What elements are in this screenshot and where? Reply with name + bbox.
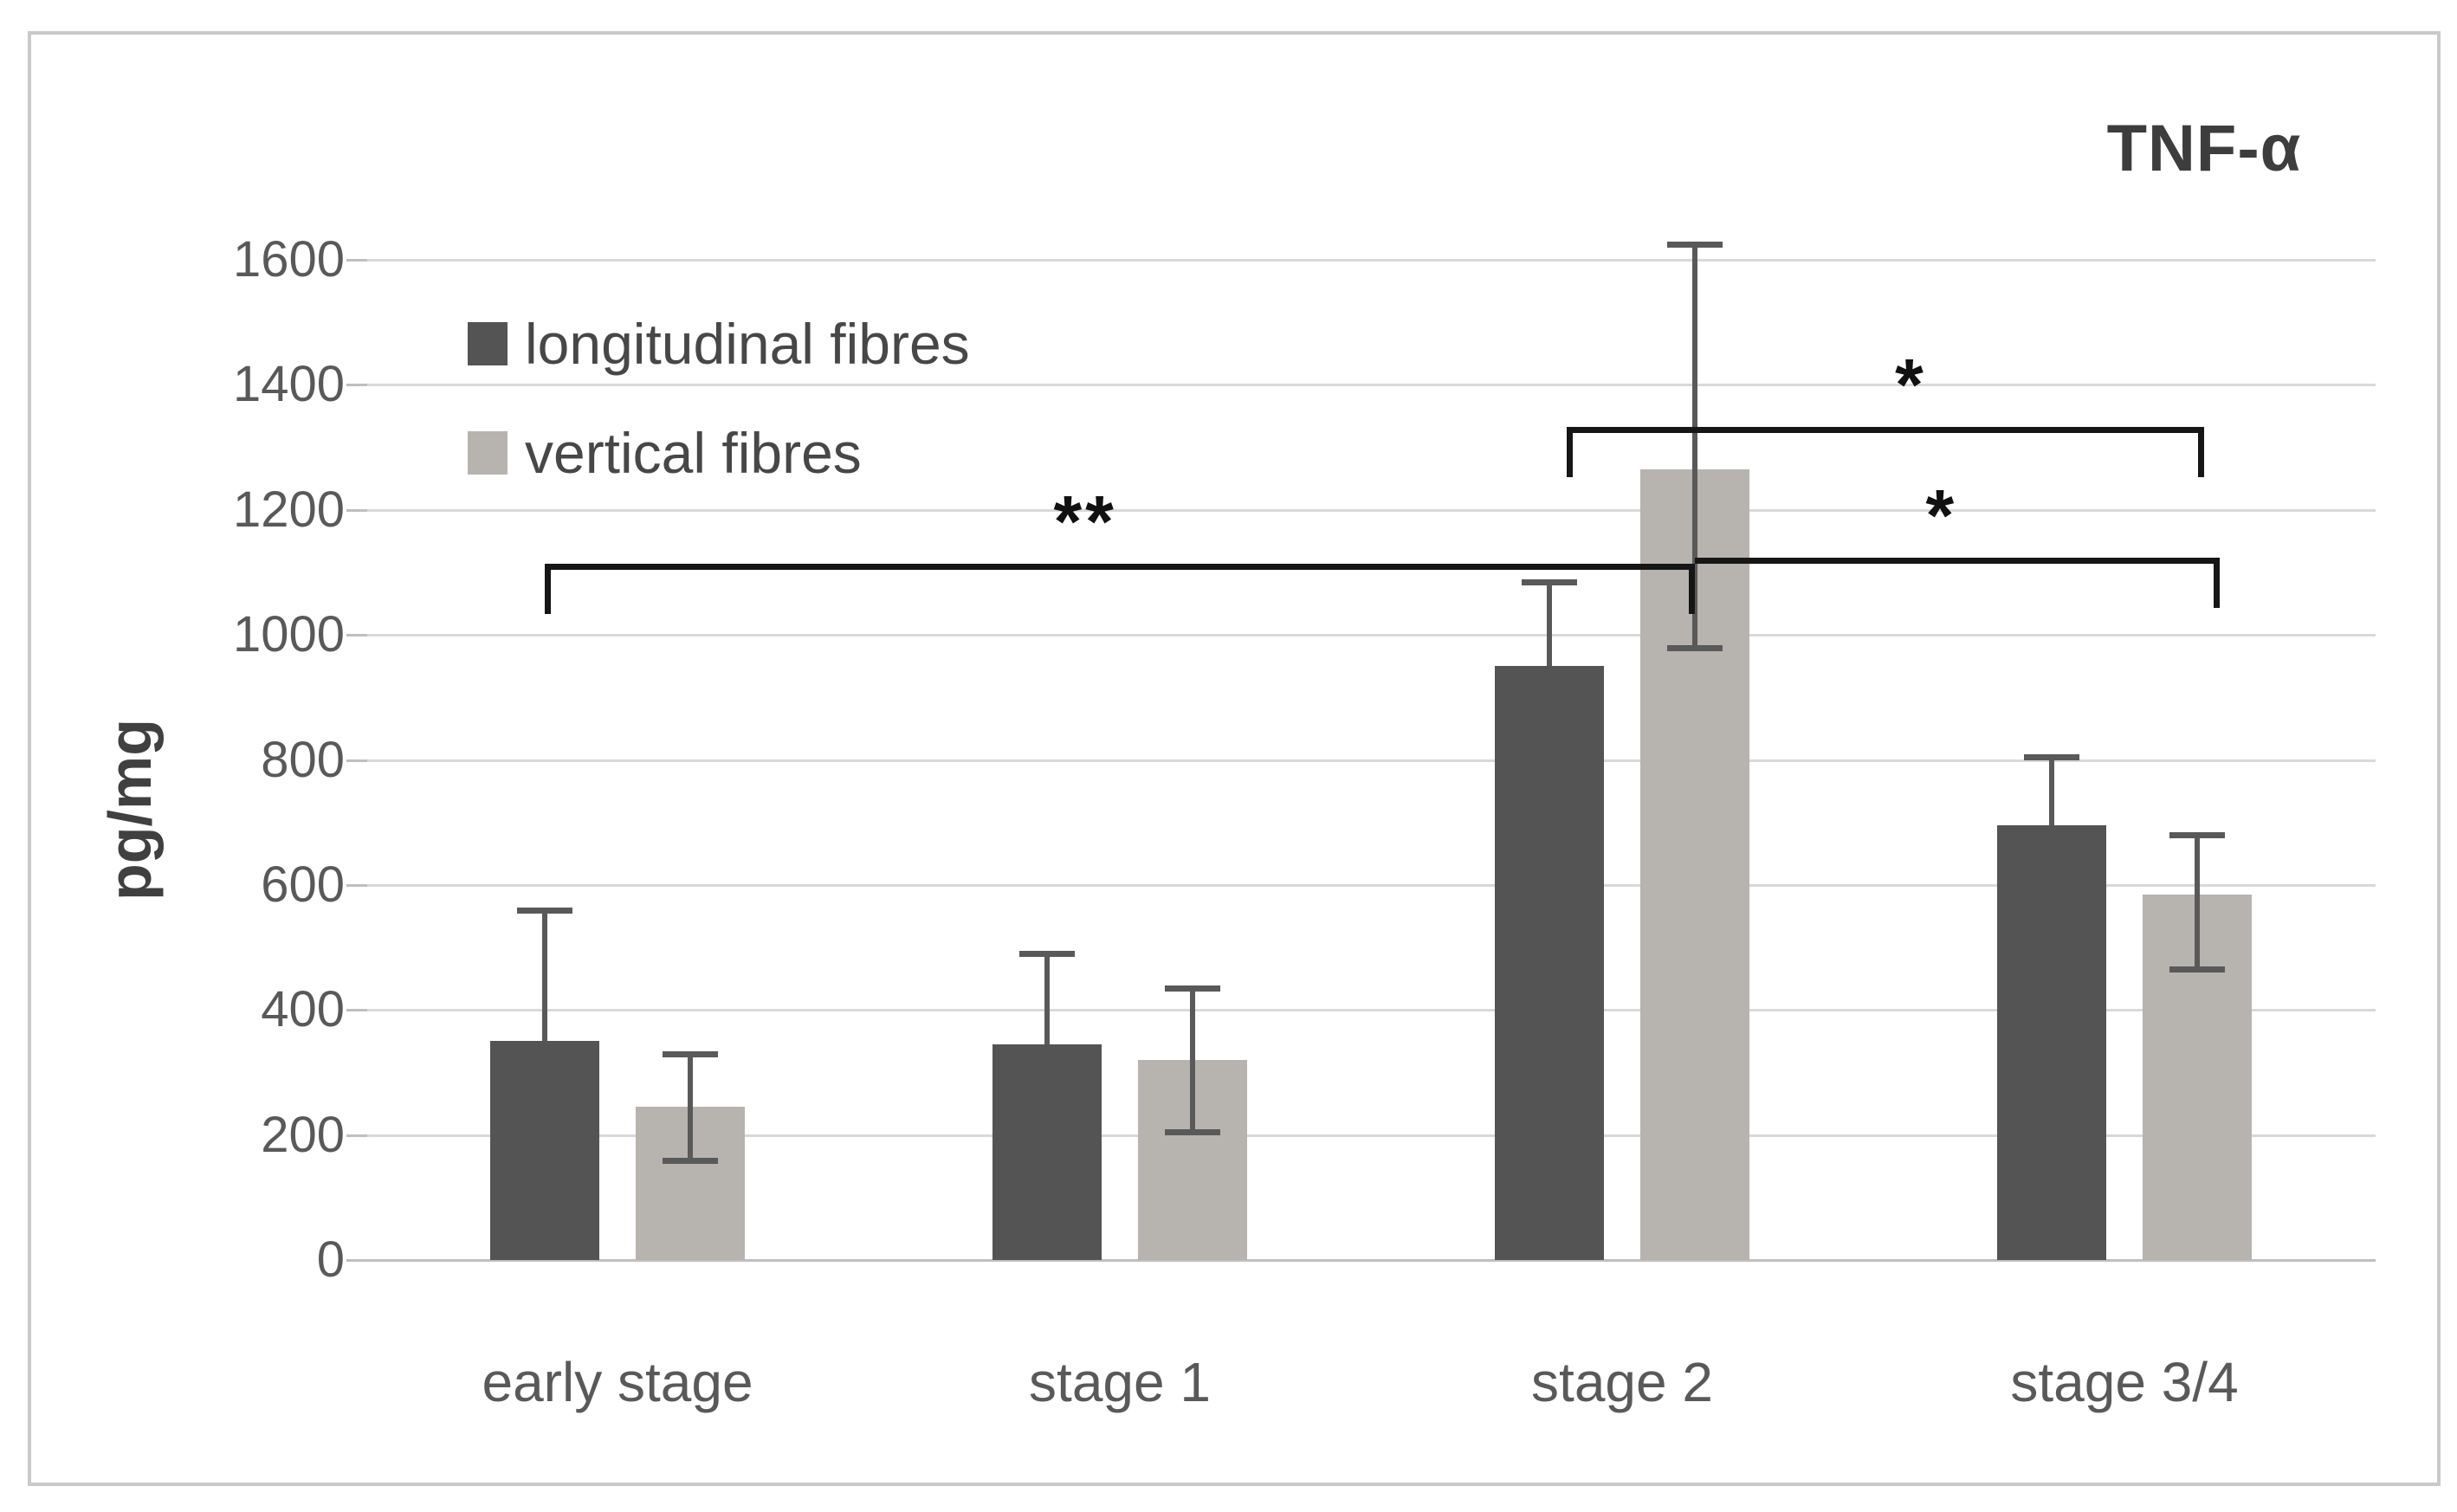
significance-label-2: * (1895, 344, 1927, 426)
legend-label: longitudinal fibres (525, 312, 970, 376)
y-tick-mark (346, 508, 367, 512)
legend-item-longitudinal-fibres: longitudinal fibres (468, 313, 970, 374)
bar-longitudinal-stage-3-4 (1997, 825, 2106, 1260)
y-tick-mark (346, 759, 367, 762)
significance-tick (2214, 557, 2220, 608)
error-bar-cap-top (1165, 985, 1220, 992)
y-tick-mark (346, 1259, 367, 1262)
error-bar-cap-bottom (2169, 966, 2225, 973)
legend-swatch-vertical (468, 431, 508, 475)
gridline (366, 634, 2376, 637)
y-tick-mark (346, 259, 367, 262)
bar-longitudinal-stage-2 (1495, 666, 1604, 1260)
error-bar-cap-top (517, 907, 572, 914)
error-bar-line (542, 909, 547, 1042)
error-bar-line (2195, 835, 2200, 970)
y-tick-mark (346, 384, 367, 387)
significance-tick (545, 563, 551, 614)
error-bar-line (1692, 243, 1697, 648)
significance-label-0: ** (1053, 480, 1117, 562)
legend-label: vertical fibres (525, 421, 862, 485)
significance-line-0 (545, 563, 1695, 570)
gridline (366, 259, 2376, 262)
gridline (366, 1134, 2376, 1137)
error-bar-cap-top (1667, 241, 1723, 248)
error-bar-cap-top (1019, 951, 1075, 958)
error-bar-cap-top (1522, 578, 1577, 585)
y-tick-label: 600 (261, 856, 345, 913)
gridline (366, 384, 2376, 387)
y-tick-label: 800 (261, 731, 345, 788)
y-tick-mark (346, 883, 367, 887)
y-tick-mark (346, 1009, 367, 1012)
y-tick-label: 0 (316, 1231, 345, 1288)
y-tick-label: 400 (261, 981, 345, 1038)
bar-longitudinal-stage-1 (992, 1044, 1102, 1260)
y-tick-mark (346, 1134, 367, 1137)
legend-item-vertical-fibres: vertical fibres (468, 423, 862, 483)
significance-line-1 (1695, 557, 2220, 564)
chart-title: TNF-α (2106, 112, 2302, 185)
x-tick-label-stage-1: stage 1 (1029, 1351, 1211, 1413)
y-tick-label: 1400 (232, 356, 345, 413)
x-axis-line (366, 1259, 2376, 1262)
error-bar-line (1044, 953, 1050, 1044)
error-bar-cap-bottom (1165, 1129, 1220, 1136)
gridline (366, 883, 2376, 887)
error-bar-line (2049, 756, 2054, 826)
y-tick-label: 1000 (232, 606, 345, 663)
legend-swatch-longitudinal (468, 322, 508, 365)
error-bar-cap-top (2169, 832, 2225, 839)
gridline (366, 1009, 2376, 1012)
error-bar-line (1190, 987, 1195, 1133)
error-bar-cap-bottom (1667, 644, 1723, 651)
y-tick-label: 200 (261, 1106, 345, 1163)
significance-line-2 (1567, 427, 2204, 434)
x-tick-label-stage-2: stage 2 (1531, 1351, 1713, 1413)
gridline (366, 508, 2376, 512)
x-tick-label-stage-3-4: stage 3/4 (2010, 1351, 2239, 1413)
y-tick-label: 1600 (232, 231, 345, 288)
y-tick-label: 1200 (232, 481, 345, 538)
significance-tick (1689, 563, 1695, 614)
gridline (366, 759, 2376, 762)
bar-longitudinal-early-stage (490, 1041, 599, 1260)
error-bar-cap-top (663, 1050, 718, 1057)
error-bar-line (1547, 581, 1552, 667)
x-tick-label-early-stage: early stage (482, 1351, 753, 1413)
error-bar-line (688, 1053, 693, 1160)
y-tick-mark (346, 634, 367, 637)
significance-label-1: * (1925, 474, 1958, 556)
error-bar-cap-bottom (663, 1157, 718, 1164)
error-bar-cap-top (2024, 753, 2079, 760)
significance-tick (1567, 427, 1573, 478)
significance-tick (2198, 427, 2204, 478)
